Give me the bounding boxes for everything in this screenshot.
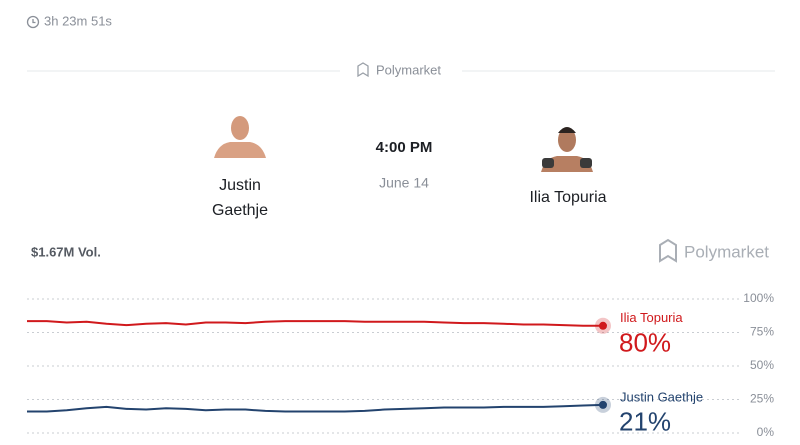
series-line xyxy=(27,320,603,327)
timer: 3h 23m 51s xyxy=(44,13,112,28)
series-line xyxy=(27,403,604,413)
event-time: 4:00 PM xyxy=(376,139,433,156)
fighter-name: Justin xyxy=(219,177,261,194)
brand-logo xyxy=(659,238,677,263)
y-tick-label: 100% xyxy=(743,291,774,305)
brand: Polymarket xyxy=(376,62,441,77)
end-dot xyxy=(599,321,607,330)
fighter-photo xyxy=(214,110,266,158)
y-tick-label: 50% xyxy=(750,358,774,372)
volume: $1.67M Vol. xyxy=(31,244,101,259)
fighter-photo xyxy=(541,127,593,172)
fighter-name: Ilia Topuria xyxy=(529,189,606,206)
timer-icon xyxy=(26,15,40,29)
brand: Polymarket xyxy=(684,242,769,261)
event-date: June 14 xyxy=(379,175,429,191)
y-tick-label: 75% xyxy=(750,325,774,339)
fighter-name: Gaethje xyxy=(212,202,268,219)
legend-name: Justin Gaethje xyxy=(620,389,703,404)
chart: 0% 25% 50% 75% 100% Ilia Topuria 80% Justin Gae… xyxy=(27,291,774,439)
value-label: 80% xyxy=(619,328,671,358)
legend-name: Ilia Topuria xyxy=(620,310,683,325)
y-tick-label: 0% xyxy=(757,425,775,439)
y-tick-label: 25% xyxy=(750,392,774,406)
value-label: 21% xyxy=(619,407,671,437)
brand-logo xyxy=(357,62,369,78)
end-dot xyxy=(599,400,607,409)
